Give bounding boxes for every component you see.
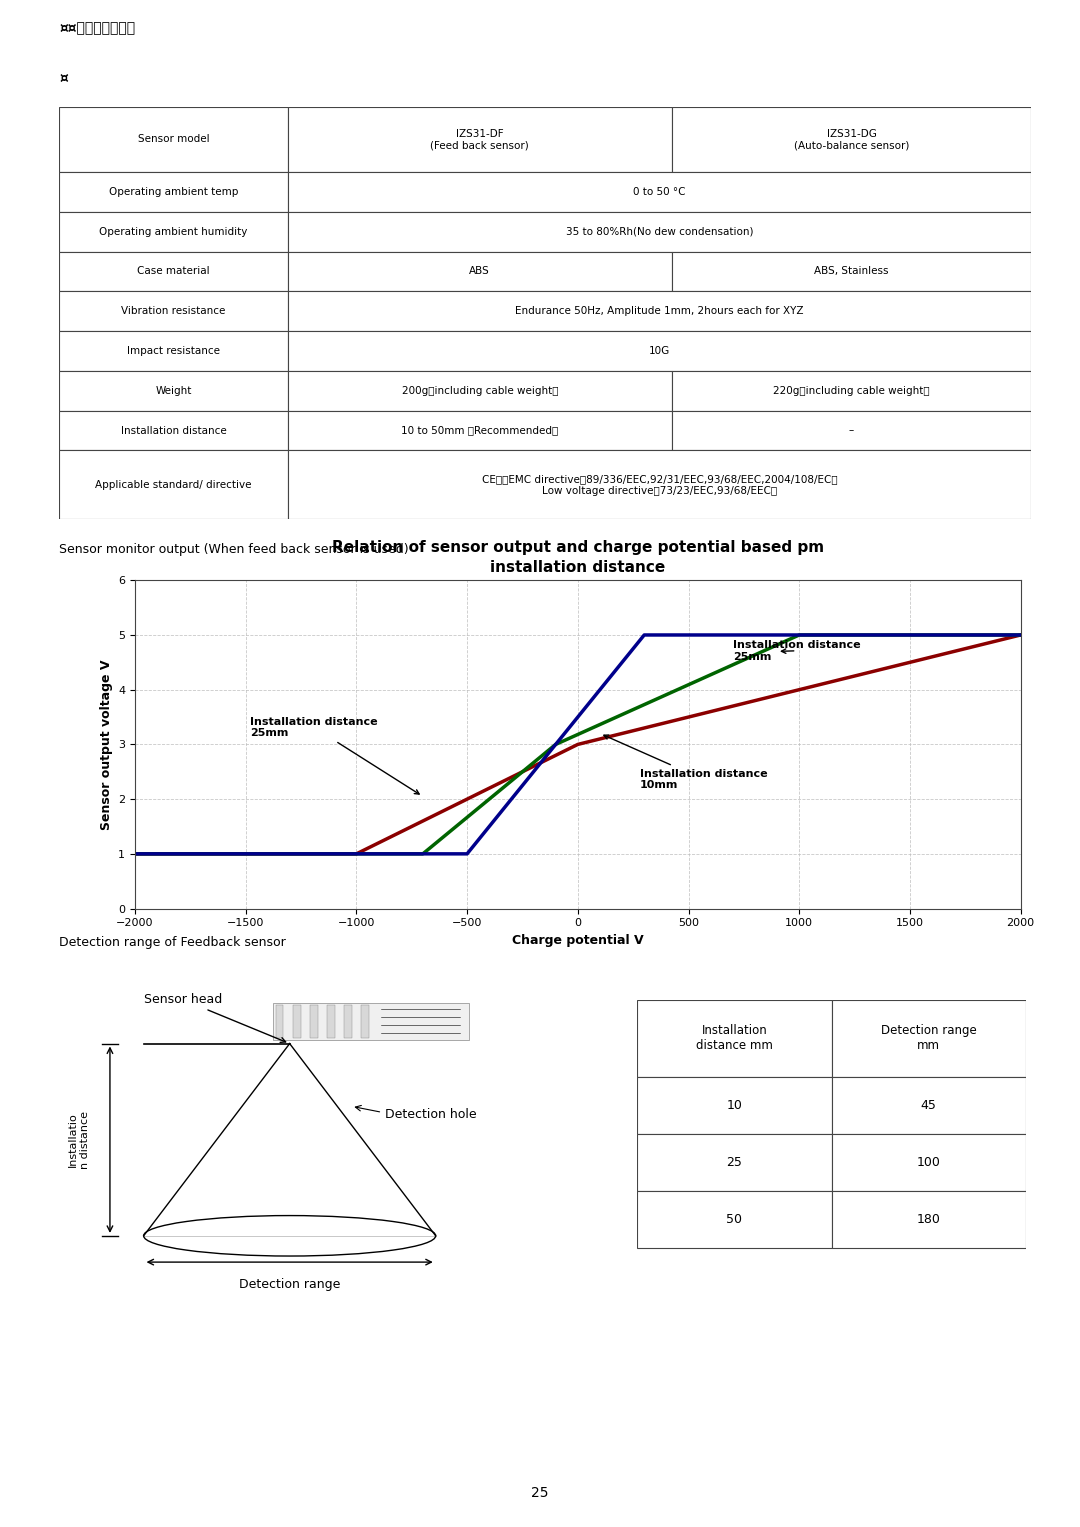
Bar: [59, 173, 288, 212]
Bar: [293, 1005, 300, 1037]
Text: ABS: ABS: [470, 266, 490, 276]
Bar: [59, 331, 288, 371]
Text: Impact resistance: Impact resistance: [127, 347, 220, 356]
Text: Detection range: Detection range: [239, 1278, 340, 1290]
Text: Installation distance: Installation distance: [121, 426, 227, 435]
Bar: [275, 1005, 283, 1037]
Bar: [288, 331, 1031, 371]
Bar: [345, 1005, 352, 1037]
Text: Detection range of Feedback sensor: Detection range of Feedback sensor: [59, 936, 286, 948]
Bar: [273, 1003, 470, 1040]
Text: Installatio
n distance: Installatio n distance: [68, 1110, 90, 1168]
Text: 50: 50: [727, 1212, 742, 1226]
Bar: [832, 1000, 1026, 1077]
Text: ¤¤．　センサ仕様: ¤¤． センサ仕様: [59, 21, 135, 35]
Text: Detection range
mm: Detection range mm: [881, 1025, 976, 1052]
Bar: [288, 371, 672, 411]
Text: Vibration resistance: Vibration resistance: [121, 307, 226, 316]
Bar: [327, 1005, 335, 1037]
Bar: [59, 292, 288, 331]
Text: 220g（including cable weight）: 220g（including cable weight）: [773, 386, 930, 395]
Bar: [637, 1077, 832, 1133]
Text: Weight: Weight: [156, 386, 192, 395]
Title: Relation of sensor output and charge potential based pm
installation distance: Relation of sensor output and charge pot…: [332, 541, 824, 576]
Bar: [672, 252, 1031, 292]
Text: 10G: 10G: [649, 347, 671, 356]
Text: –: –: [849, 426, 854, 435]
Bar: [59, 371, 288, 411]
Bar: [310, 1005, 318, 1037]
Bar: [59, 212, 288, 252]
Text: Case material: Case material: [137, 266, 210, 276]
Text: Sensor head: Sensor head: [144, 993, 285, 1043]
Text: Sensor monitor output (When feed back sensor is used): Sensor monitor output (When feed back se…: [59, 544, 409, 556]
Text: 10: 10: [727, 1098, 742, 1112]
Text: 35 to 80%Rh(No dew condensation): 35 to 80%Rh(No dew condensation): [566, 226, 754, 237]
Text: Sensor model: Sensor model: [138, 134, 210, 145]
Text: Detection hole: Detection hole: [386, 1109, 476, 1121]
Bar: [288, 252, 672, 292]
Text: 180: 180: [917, 1212, 941, 1226]
Text: ABS, Stainless: ABS, Stainless: [814, 266, 889, 276]
Text: IZS31-DG
(Auto-balance sensor): IZS31-DG (Auto-balance sensor): [794, 128, 909, 150]
X-axis label: Charge potential V: Charge potential V: [512, 935, 644, 947]
Bar: [59, 107, 288, 173]
Bar: [672, 411, 1031, 450]
Text: 10 to 50mm （Recommended）: 10 to 50mm （Recommended）: [401, 426, 558, 435]
Bar: [288, 173, 1031, 212]
Text: ¤: ¤: [59, 70, 68, 86]
Text: 25: 25: [531, 1486, 549, 1500]
Text: Installation distance
25mm: Installation distance 25mm: [251, 716, 419, 794]
Text: Endurance 50Hz, Amplitude 1mm, 2hours each for XYZ: Endurance 50Hz, Amplitude 1mm, 2hours ea…: [515, 307, 804, 316]
Y-axis label: Sensor output voltage V: Sensor output voltage V: [99, 660, 112, 829]
Text: 0 to 50 °C: 0 to 50 °C: [633, 186, 686, 197]
Bar: [288, 107, 672, 173]
Text: 100: 100: [917, 1156, 941, 1170]
Text: IZS31-DF
(Feed back sensor): IZS31-DF (Feed back sensor): [431, 128, 529, 150]
Bar: [832, 1077, 1026, 1133]
Bar: [637, 1191, 832, 1249]
Text: Installation distance
25mm: Installation distance 25mm: [732, 640, 861, 661]
Bar: [288, 212, 1031, 252]
Bar: [59, 450, 288, 519]
Bar: [832, 1191, 1026, 1249]
Bar: [288, 450, 1031, 519]
Bar: [672, 107, 1031, 173]
Text: Installation distance
10mm: Installation distance 10mm: [604, 734, 768, 789]
Bar: [672, 371, 1031, 411]
Bar: [288, 292, 1031, 331]
Bar: [637, 1000, 832, 1077]
Bar: [59, 411, 288, 450]
Bar: [362, 1005, 369, 1037]
Text: 45: 45: [921, 1098, 936, 1112]
Text: Operating ambient temp: Operating ambient temp: [109, 186, 239, 197]
Text: Operating ambient humidity: Operating ambient humidity: [99, 226, 247, 237]
Text: 25: 25: [727, 1156, 742, 1170]
Text: 200g（including cable weight）: 200g（including cable weight）: [402, 386, 558, 395]
Bar: [637, 1133, 832, 1191]
Bar: [832, 1133, 1026, 1191]
Text: Installation
distance mm: Installation distance mm: [696, 1025, 773, 1052]
Text: Applicable standard/ directive: Applicable standard/ directive: [95, 479, 252, 490]
Bar: [59, 252, 288, 292]
Text: CE　（EMC directive：89/336/EEC,92/31/EEC,93/68/EEC,2004/108/EC、
Low voltage direct: CE （EMC directive：89/336/EEC,92/31/EEC,9…: [482, 473, 837, 496]
Bar: [288, 411, 672, 450]
